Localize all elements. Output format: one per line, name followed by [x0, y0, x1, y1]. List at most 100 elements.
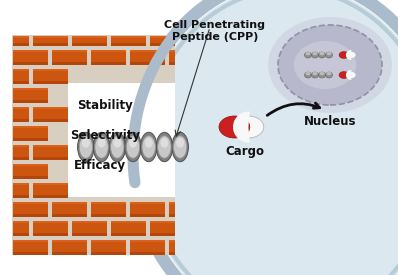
Bar	[12, 221, 29, 235]
Ellipse shape	[318, 72, 326, 78]
Bar	[33, 221, 68, 235]
Wedge shape	[233, 112, 250, 142]
Ellipse shape	[294, 41, 356, 89]
Ellipse shape	[320, 72, 324, 75]
Bar	[168, 62, 174, 65]
Ellipse shape	[98, 138, 105, 148]
Ellipse shape	[312, 72, 318, 78]
Bar	[12, 50, 47, 65]
Ellipse shape	[312, 52, 318, 58]
Ellipse shape	[304, 52, 312, 58]
Ellipse shape	[142, 136, 155, 158]
Bar	[150, 35, 174, 45]
Bar	[33, 68, 68, 71]
Bar	[90, 240, 125, 242]
Bar	[12, 125, 47, 128]
Ellipse shape	[312, 72, 318, 75]
Ellipse shape	[111, 136, 124, 158]
Bar	[129, 240, 164, 242]
Bar	[168, 240, 174, 242]
Ellipse shape	[306, 52, 310, 55]
Bar	[72, 35, 107, 38]
Bar	[129, 240, 164, 254]
Text: Stability: Stability	[77, 98, 133, 111]
Bar	[111, 221, 146, 235]
Ellipse shape	[79, 136, 93, 158]
Text: Selectivity: Selectivity	[70, 128, 140, 142]
Ellipse shape	[145, 138, 153, 148]
Ellipse shape	[346, 72, 356, 78]
Bar	[129, 202, 164, 216]
Bar	[12, 119, 29, 122]
Bar	[51, 252, 86, 254]
Bar	[12, 144, 29, 159]
Bar	[33, 221, 68, 223]
Bar	[33, 157, 68, 159]
Ellipse shape	[339, 72, 349, 78]
Bar	[168, 50, 174, 52]
Bar	[129, 50, 164, 52]
Bar	[33, 119, 68, 122]
Bar	[33, 106, 68, 122]
Bar	[12, 35, 175, 255]
Bar	[12, 138, 47, 141]
Bar	[12, 183, 29, 197]
Bar	[51, 240, 86, 254]
Ellipse shape	[326, 52, 332, 55]
Ellipse shape	[346, 51, 356, 59]
Ellipse shape	[233, 116, 264, 138]
Bar	[33, 35, 68, 38]
Ellipse shape	[304, 72, 312, 78]
Bar	[168, 50, 174, 65]
Bar	[12, 221, 29, 223]
Ellipse shape	[268, 17, 392, 113]
Bar	[33, 195, 68, 197]
Bar	[150, 43, 174, 45]
Bar	[111, 43, 146, 45]
Bar	[12, 50, 47, 52]
Text: Efficacy: Efficacy	[74, 158, 126, 172]
Bar	[12, 43, 29, 45]
Ellipse shape	[109, 132, 125, 162]
Bar	[72, 233, 107, 235]
Bar	[12, 240, 47, 242]
Text: Cell Penetrating
Peptide (CPP): Cell Penetrating Peptide (CPP)	[164, 20, 265, 42]
Ellipse shape	[160, 138, 168, 148]
Bar	[51, 50, 86, 52]
Ellipse shape	[78, 132, 94, 162]
Bar	[129, 202, 164, 204]
Ellipse shape	[219, 116, 250, 138]
Bar	[33, 81, 68, 84]
Bar	[12, 81, 29, 84]
Bar	[90, 214, 125, 216]
Bar	[33, 233, 68, 235]
Bar	[72, 221, 107, 235]
Bar	[12, 176, 47, 178]
Bar	[12, 195, 29, 197]
Bar	[150, 221, 174, 223]
Bar	[51, 214, 86, 216]
Bar	[72, 35, 107, 45]
Bar	[150, 221, 174, 235]
Bar	[12, 202, 47, 216]
Bar	[12, 106, 29, 122]
Bar	[51, 62, 86, 65]
Bar	[51, 202, 86, 204]
Bar	[150, 233, 174, 235]
Bar	[168, 214, 174, 216]
Bar	[150, 35, 174, 38]
Bar	[90, 240, 125, 254]
Ellipse shape	[326, 72, 332, 75]
Bar	[12, 87, 47, 90]
Bar	[12, 144, 29, 147]
Ellipse shape	[320, 52, 324, 55]
Bar	[33, 106, 68, 109]
Ellipse shape	[326, 72, 332, 78]
Ellipse shape	[125, 132, 141, 162]
Ellipse shape	[312, 52, 318, 55]
Bar	[111, 35, 146, 45]
Bar	[111, 233, 146, 235]
Bar	[90, 62, 125, 65]
Ellipse shape	[113, 138, 121, 148]
Bar	[90, 202, 125, 216]
